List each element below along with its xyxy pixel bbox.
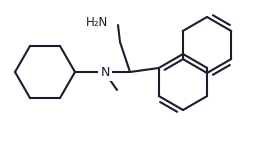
- Text: H₂N: H₂N: [86, 15, 108, 28]
- Text: N: N: [100, 66, 110, 78]
